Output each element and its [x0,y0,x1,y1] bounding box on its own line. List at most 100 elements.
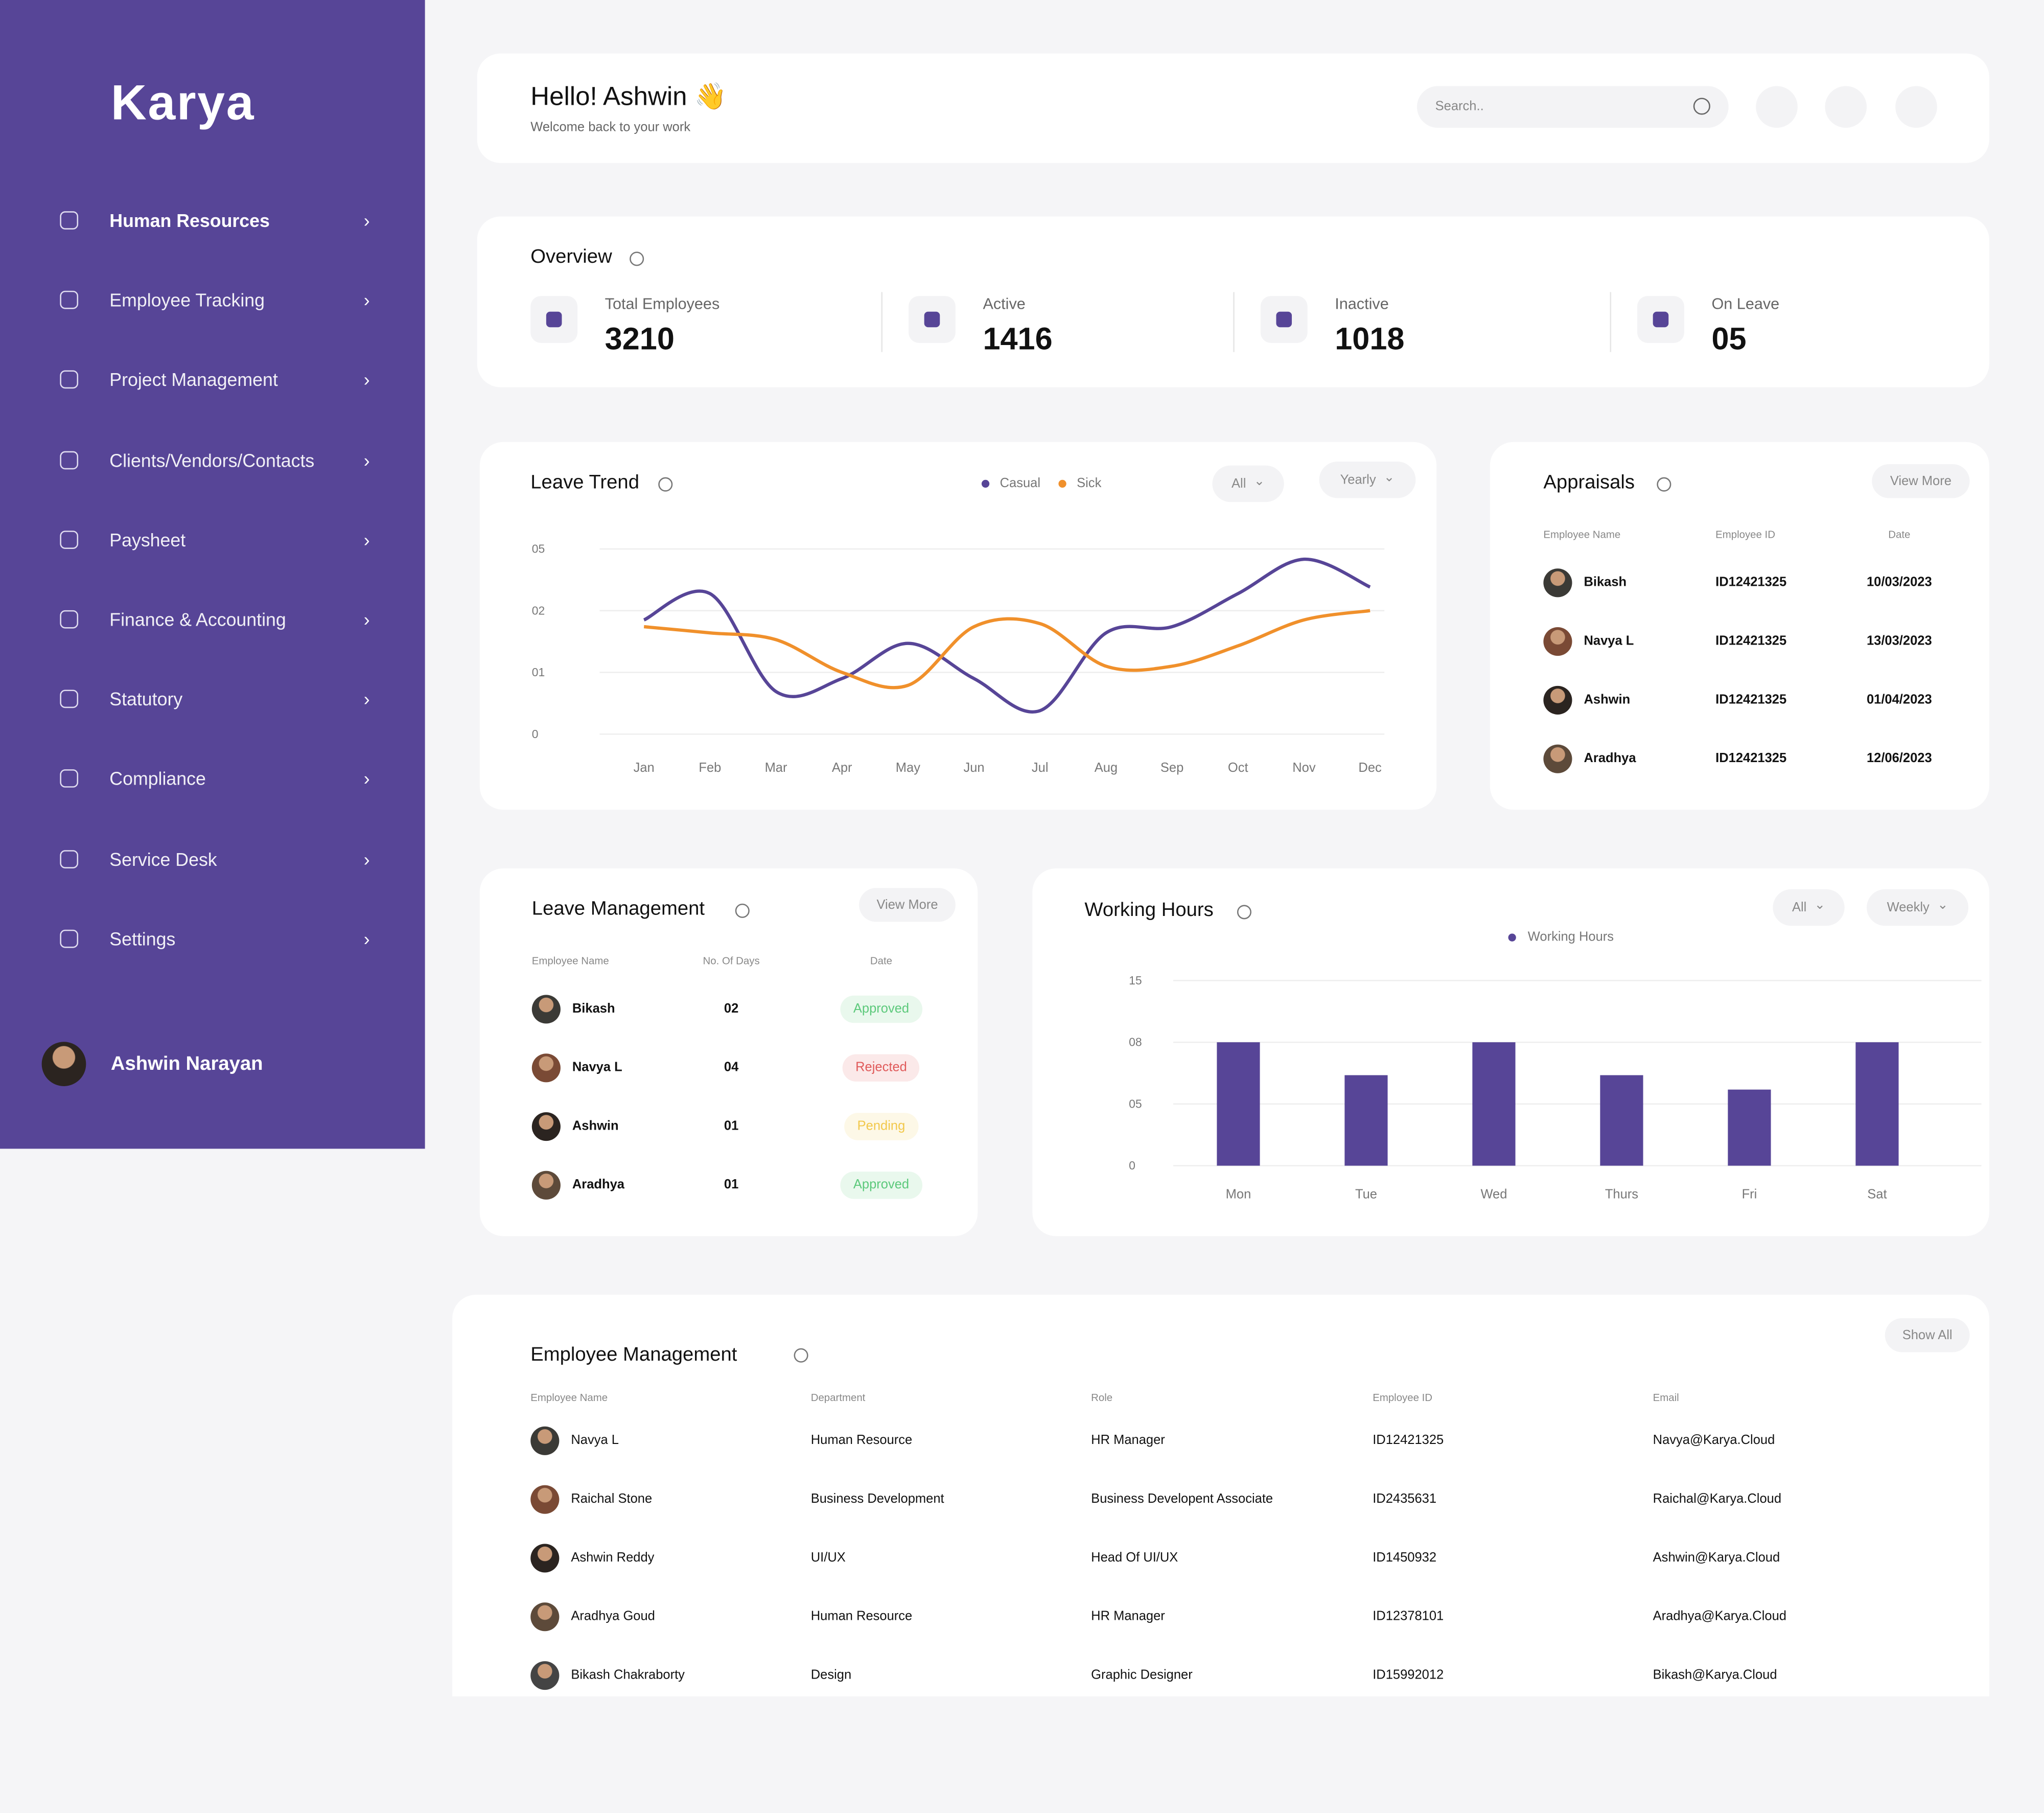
status-badge: Rejected [842,1054,920,1082]
search-placeholder: Search.. [1435,100,1484,114]
x-tick-label: Sat [1867,1187,1887,1201]
back-button[interactable] [1756,86,1798,128]
filter-button[interactable]: All ⌄ [1773,889,1845,926]
avatar [531,1112,561,1141]
filter-button[interactable]: Weekly ⌄ [1867,889,1969,926]
avatar [1543,568,1572,598]
nav-item[interactable]: Clients/Vendors/Contacts › [39,433,391,486]
cell: Ashwin [572,1119,619,1134]
status-badge: Approved [840,995,922,1023]
view-more-button[interactable]: View More [1872,464,1970,498]
section-title: Leave Management [531,898,705,920]
view-more-button[interactable]: View More [859,888,956,922]
nav-item[interactable]: Service Desk › [39,833,391,885]
cell: Bikash [572,1002,615,1017]
divider [1610,292,1612,352]
x-tick-label: May [896,761,920,775]
y-tick-label: 05 [1129,1097,1142,1110]
cell: Ashwin Reddy [571,1551,655,1566]
leave-trend-card: Leave Trend Casual Sick All ⌄ Yearly ⌄ 0 01 02 05 J… [479,442,1437,810]
stat-value: 3210 [605,322,675,357]
cell: HR Manager [1091,1433,1165,1448]
stat-label: Inactive [1335,294,1389,313]
search-icon [1693,98,1710,115]
nav-label: Employee Tracking [109,289,265,311]
info-icon [794,1348,808,1363]
x-tick-label: Apr [832,761,852,775]
status-badge: Approved [840,1172,922,1199]
cell: Head Of UI/UX [1091,1551,1178,1566]
nav-item[interactable]: Compliance › [39,753,391,805]
section-title: Appraisals [1543,471,1635,494]
stat-label: On Leave [1711,294,1780,313]
column-header: No. Of Days [703,955,760,967]
cell: Aradhya [1584,751,1636,766]
header-card: Hello! Ashwin 👋 Welcome back to your work… [477,53,1989,163]
nav-label: Clients/Vendors/Contacts [109,449,315,470]
nav-item[interactable]: Project Management › [39,354,391,406]
chevron: › [363,210,370,231]
x-tick-label: Wed [1480,1187,1507,1201]
stat-dot [546,311,562,328]
legend-label: Working Hours [1527,930,1614,945]
nav-item[interactable]: Settings › [39,912,391,965]
info-icon [658,477,673,492]
nav-icon [60,770,79,788]
x-tick-label: Mar [765,761,787,775]
leave-management-card: Leave Management View More Employee Name No… [479,868,978,1236]
line-series [643,609,1371,690]
cell: Navya L [572,1061,622,1075]
cell: 01 [724,1178,739,1192]
cell: Ashwin [1584,693,1631,707]
user-name: Ashwin Narayan [110,1052,263,1075]
sidebar: Karya Human Resources › Employee Tracking › P… [0,0,425,1149]
chevron: › [363,689,370,710]
filter-button[interactable]: Yearly ⌄ [1319,462,1416,498]
nav-label: Finance & Accounting [109,609,286,630]
button-label: Show All [1902,1328,1953,1343]
nav-item[interactable]: Employee Tracking › [39,274,391,326]
avatar [531,1053,561,1083]
bar [1344,1075,1388,1166]
subtitle: Welcome back to your work [530,120,691,135]
nav-item[interactable]: Finance & Accounting › [39,593,391,646]
cell: Navya@Karya.Cloud [1653,1433,1775,1448]
column-header: Email [1653,1392,1679,1404]
cell: ID12421325 [1715,576,1787,590]
cell: 01 [724,1119,739,1134]
stat-value: 1018 [1335,322,1405,357]
apps-button[interactable] [1895,86,1937,128]
cell: Aradhya Goud [571,1610,655,1624]
cell: Aradhya@Karya.Cloud [1653,1610,1786,1624]
notification-button[interactable] [1825,86,1867,128]
nav-label: Statutory [109,689,183,710]
cell: HR Manager [1091,1610,1165,1624]
column-header: Employee ID [1715,529,1775,541]
chevron: › [363,529,370,550]
nav-item[interactable]: Statutory › [39,673,391,725]
cell: 04 [724,1061,739,1075]
cell: ID2435631 [1373,1492,1437,1507]
search-box[interactable]: Search.. [1416,86,1729,128]
y-tick-label: 02 [532,604,545,617]
button-label: All [1792,900,1807,915]
avatar [530,1602,560,1632]
stat-dot [924,311,940,328]
cell: Raichal@Karya.Cloud [1653,1492,1782,1507]
filter-button[interactable]: All ⌄ [1212,465,1284,502]
avatar [1543,627,1572,656]
button-label: Yearly [1340,472,1376,487]
cell: Human Resource [810,1610,913,1624]
info-icon [1657,477,1671,492]
section-title: Overview [530,245,612,268]
nav-icon [60,211,79,230]
nav-icon [60,371,79,389]
nav-label: Project Management [109,369,278,391]
chart: 0 05 08 15 Mon Tue Wed Thurs Fri Sat [1129,974,1982,1201]
show-all-button[interactable]: Show All [1885,1318,1970,1352]
nav-item[interactable]: Human Resources › [39,194,391,246]
nav-item[interactable]: Paysheet › [39,514,391,566]
chevron: › [363,928,370,949]
x-tick-label: Thurs [1605,1187,1638,1201]
info-icon [735,903,750,918]
